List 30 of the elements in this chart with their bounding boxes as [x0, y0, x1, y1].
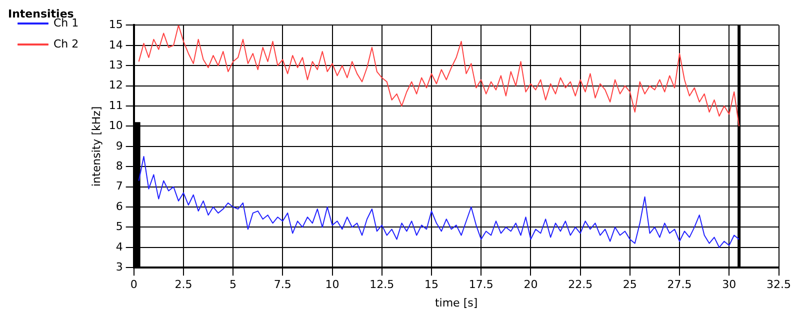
y-tick-label: 13: [108, 58, 123, 72]
x-tick-label: 25: [622, 278, 637, 292]
y-tick-label: 14: [108, 38, 123, 52]
y-tick-label: 7: [116, 180, 123, 193]
x-tick-label: 27.5: [667, 278, 692, 292]
y-tick-label: 6: [116, 200, 123, 213]
legend-label: Ch 2: [54, 37, 79, 50]
y-tick-label: 3: [116, 260, 123, 274]
x-tick-label: 0: [130, 278, 138, 292]
x-tick-label: 7.5: [274, 278, 292, 292]
x-tick-label: 12.5: [370, 278, 394, 292]
x-tick-label: 5: [230, 278, 237, 292]
y-tick-label: 12: [108, 78, 123, 92]
x-axis-title: time [s]: [434, 296, 478, 310]
x-tick-label: 32.5: [766, 278, 792, 292]
x-tick-label: 22.5: [568, 278, 593, 292]
y-tick-label: 11: [108, 98, 123, 112]
y-tick-label: 9: [116, 139, 123, 152]
y-tick-label: 10: [108, 119, 123, 132]
y-axis-title: intensity [kHz]: [90, 106, 104, 186]
y-tick-label: 4: [116, 240, 123, 254]
y-tick-label: 15: [108, 18, 123, 32]
x-tick-label: 20: [524, 278, 538, 292]
y-tick-label: 8: [116, 159, 123, 172]
x-tick-label: 15: [424, 278, 438, 292]
x-tick-label: 30: [722, 278, 736, 292]
x-tick-label: 17.5: [468, 278, 494, 292]
x-tick-label: 2.5: [174, 278, 192, 292]
y-tick-label: 5: [116, 220, 123, 234]
x-tick-label: 10: [325, 278, 340, 292]
